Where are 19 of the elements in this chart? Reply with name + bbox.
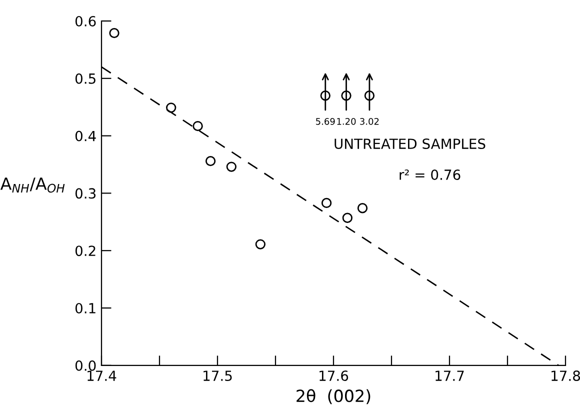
annotation: UNTREATED SAMPLES xyxy=(334,138,486,150)
y-tick-label: 0.1 xyxy=(75,302,96,314)
annotation: r² = 0.76 xyxy=(400,170,460,180)
y-tick-label: 0.4 xyxy=(75,130,96,142)
x-tick-label: 17.7 xyxy=(436,370,464,381)
x-axis-title: 2θ (002) xyxy=(296,389,370,404)
x-tick-label: 17.8 xyxy=(552,370,580,382)
annotation: 5.69 xyxy=(316,118,335,125)
y-tick-label: 0.6 xyxy=(75,16,96,26)
annotation: 1.20 xyxy=(337,118,356,125)
y-tick-label: 0.5 xyxy=(75,73,96,84)
y-tick-label: 0.0 xyxy=(75,360,96,371)
y-tick-label: 0.3 xyxy=(75,188,96,199)
x-tick-label: 17.6 xyxy=(320,370,348,382)
x-tick-label: 17.4 xyxy=(88,370,116,381)
y-tick-label: 0.2 xyxy=(75,246,96,256)
x-tick-label: 17.5 xyxy=(204,370,232,382)
annotation: 3.02 xyxy=(360,118,379,125)
y-axis-title: A$_{NH}$/A$_{OH}$ xyxy=(0,178,65,193)
